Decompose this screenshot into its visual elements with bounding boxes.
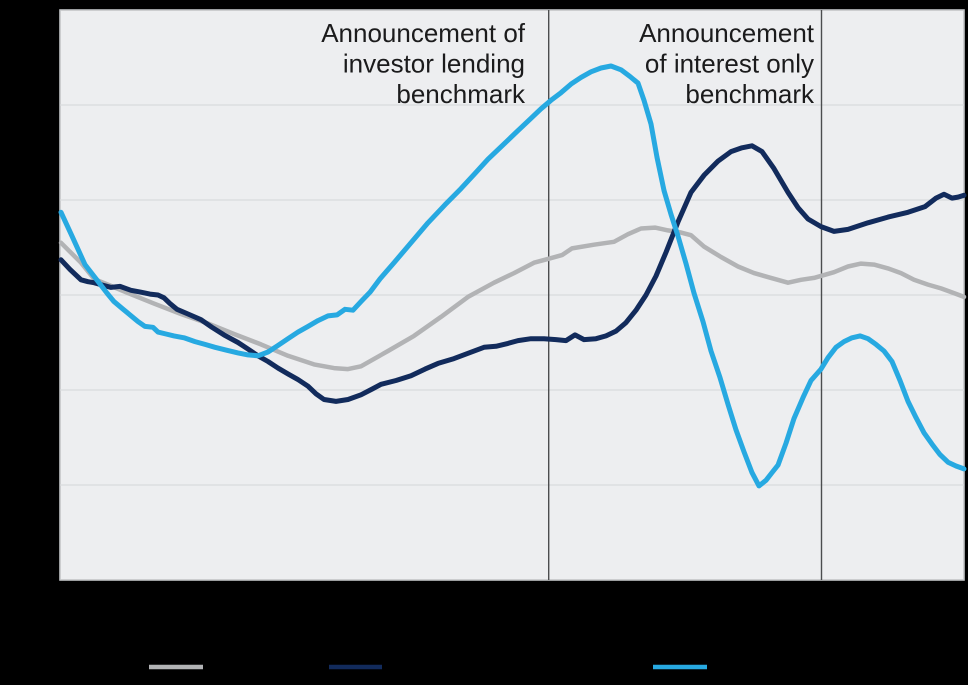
annotation-investor-lending-line-2: investor lending (343, 49, 525, 79)
series-cyan (58, 63, 967, 489)
series-navy (58, 143, 967, 404)
annotation-interest-only-line-2: of interest only (645, 49, 814, 79)
annotation-investor-lending: Announcement of investor lending benchmark (321, 18, 526, 109)
series-gray (58, 225, 967, 372)
annotation-interest-only-line-1: Announcement (639, 18, 815, 48)
annotation-investor-lending-line-1: Announcement of (321, 18, 526, 48)
annotation-interest-only-line-3: benchmark (685, 79, 815, 109)
annotation-investor-lending-line-3: benchmark (396, 79, 526, 109)
annotation-interest-only: Announcement of interest only benchmark (639, 18, 815, 109)
